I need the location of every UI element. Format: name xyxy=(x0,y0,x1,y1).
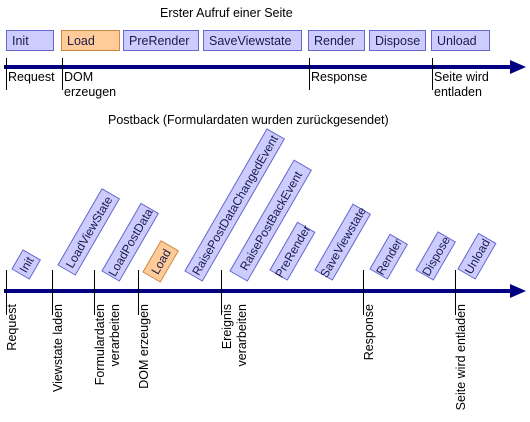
marker-label: DOM erzeugen xyxy=(137,304,151,389)
marker-label: verarbeiten xyxy=(235,304,249,367)
stage-label: Load xyxy=(67,34,95,48)
stage-dispose: Dispose xyxy=(369,30,426,51)
stage-init: Init xyxy=(11,249,42,280)
marker-label: Response xyxy=(311,70,367,84)
marker-label: Response xyxy=(362,304,376,360)
stage-label: Init xyxy=(12,34,29,48)
marker-dom-erzeugen: DOM erzeugen xyxy=(137,270,151,389)
stage-load: Load xyxy=(61,30,120,51)
marker-seite-wird-entladen: Seite wird entladen xyxy=(454,270,468,410)
marker-formulardaten-verarbeiten: Formulardaten verarbeiten xyxy=(93,270,122,385)
marker-label: Seite wird entladen xyxy=(454,304,468,410)
stage-saveviewstate: SaveViewstate xyxy=(314,203,372,281)
marker-label: Formulardaten xyxy=(93,304,107,385)
marker-label: Seite wird xyxy=(434,70,489,84)
stage-label: PreRender xyxy=(129,34,189,48)
stage-label: LoadViewState xyxy=(63,194,116,271)
stage-unload: Unload xyxy=(431,30,490,51)
marker-ereignis-verarbeiten: Ereignis verarbeiten xyxy=(220,270,249,367)
stage-label: Dispose xyxy=(375,34,420,48)
stage-dispose: Dispose xyxy=(415,231,457,281)
marker-request: Request xyxy=(5,270,19,351)
stage-render: Render xyxy=(308,30,365,51)
stage-init: Init xyxy=(6,30,54,51)
stage-label: Render xyxy=(314,34,355,48)
marker-label: verarbeiten xyxy=(108,304,122,367)
stage-prerender: PreRender xyxy=(123,30,199,51)
marker-label: DOM xyxy=(64,70,93,84)
stage-label: SaveViewstate xyxy=(209,34,292,48)
marker-response: Response xyxy=(309,58,367,90)
stage-unload: Unload xyxy=(457,232,497,280)
section1-title: Erster Aufruf einer Seite xyxy=(160,6,293,20)
marker-label: entladen xyxy=(434,85,482,99)
timeline-arrow-1 xyxy=(4,60,526,74)
marker-label: Request xyxy=(5,303,19,350)
marker-label: Request xyxy=(8,70,55,84)
stage-label: RaisePostDataChangedEvent xyxy=(189,132,281,278)
marker-viewstate-laden: Viewstate laden xyxy=(51,270,65,392)
section2-title: Postback (Formulardaten wurden zurückges… xyxy=(108,113,389,127)
marker-label: Viewstate laden xyxy=(51,304,65,392)
marker-label: Ereignis xyxy=(220,304,234,349)
stage-render: Render xyxy=(369,233,409,280)
stage-label: SaveViewstate xyxy=(317,204,369,280)
stage-load: Load xyxy=(142,240,180,283)
marker-response: Response xyxy=(362,270,376,360)
stage-label: Unload xyxy=(437,34,477,48)
marker-label: erzeugen xyxy=(64,85,116,99)
timeline-arrow-2 xyxy=(4,284,526,298)
stage-saveviewstate: SaveViewstate xyxy=(203,30,302,51)
marker-request: Request xyxy=(6,58,55,90)
